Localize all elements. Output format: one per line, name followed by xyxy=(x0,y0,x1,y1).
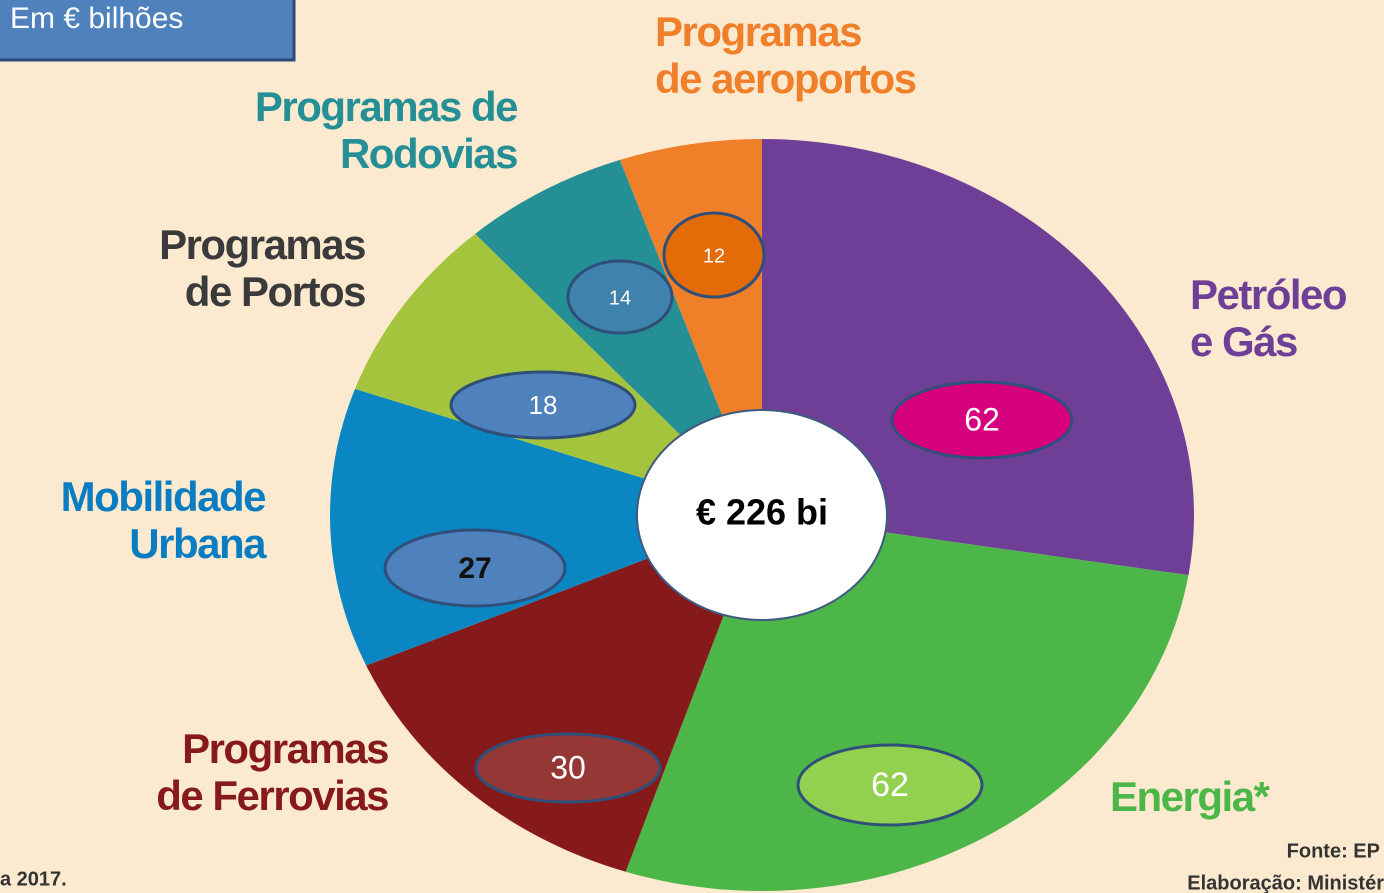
category-label: Energia* xyxy=(1110,773,1271,820)
category-label: Mobilidade xyxy=(61,473,265,520)
center-label: € 226 bi xyxy=(696,492,828,533)
category-label: Programas de xyxy=(255,83,517,130)
footnote: a 2017. xyxy=(0,868,67,890)
category-label: de Portos xyxy=(185,268,365,315)
value-label: 18 xyxy=(529,390,558,420)
value-bubble xyxy=(383,528,567,608)
value-bubble xyxy=(449,370,637,440)
value-label: 62 xyxy=(964,401,1000,437)
value-bubble xyxy=(796,743,984,827)
value-bubble xyxy=(474,732,662,804)
center-circle xyxy=(636,409,888,621)
category-label: Urbana xyxy=(129,520,267,567)
value-label: 27 xyxy=(458,552,491,585)
value-label: 62 xyxy=(871,766,909,804)
value-label: 12 xyxy=(703,245,725,267)
category-label: Petróleo xyxy=(1190,271,1347,318)
value-bubble xyxy=(566,259,674,335)
category-label: Programas xyxy=(655,8,861,55)
category-label: Programas xyxy=(159,221,365,268)
category-label: Rodovias xyxy=(340,130,517,177)
category-label: de aeroportos xyxy=(655,55,916,102)
pie-slice xyxy=(366,515,762,872)
value-label: 30 xyxy=(550,749,586,785)
value-bubble xyxy=(662,211,766,299)
category-label: Programas xyxy=(182,725,388,772)
unit-box xyxy=(0,0,296,62)
pie-slice xyxy=(475,159,762,515)
category-label: de Ferrovias xyxy=(156,772,388,819)
value-bubble xyxy=(890,380,1074,460)
footnote: Elaboração: Ministér xyxy=(1187,872,1384,893)
value-label: 14 xyxy=(609,287,631,309)
unit-note: Em € bilhões xyxy=(10,2,183,35)
footnote: Fonte: EP xyxy=(1287,840,1380,862)
category-label: e Gás xyxy=(1190,318,1297,365)
